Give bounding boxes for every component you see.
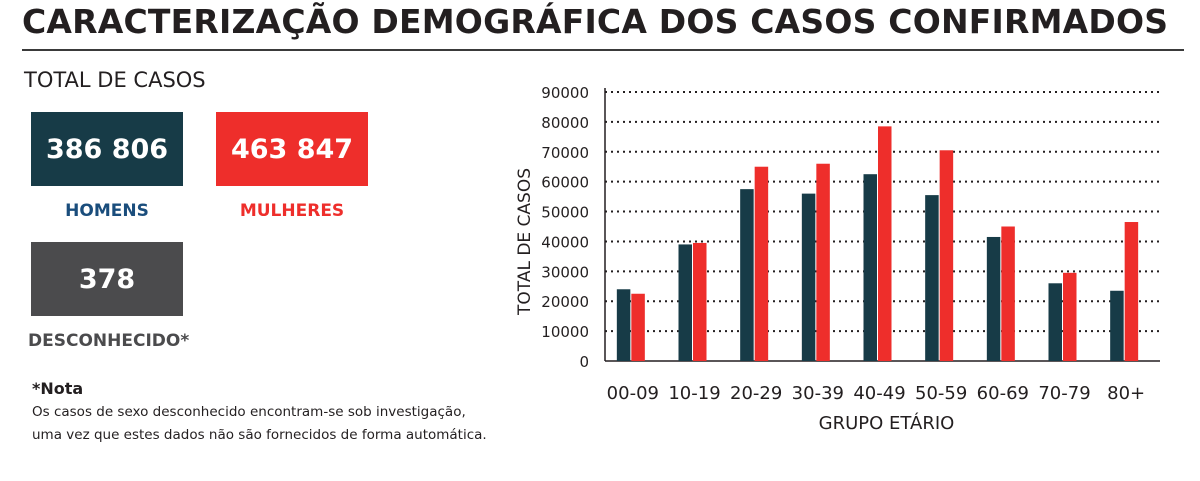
age-group-bar-chart: 0 10000 20000 30000 40000 50000 60000 70000 8000… [515, 84, 1160, 434]
y-tick-label: 10000 [541, 323, 589, 341]
x-tick-label: 30-39 [792, 383, 844, 404]
x-tick-label: 20-29 [730, 383, 782, 404]
y-tick-label: 40000 [541, 233, 589, 251]
title-divider [22, 49, 1184, 51]
x-tick-label: 60-69 [977, 383, 1029, 404]
men-label: HOMENS [65, 201, 149, 221]
note-line-1: Os casos de sexo desconhecido encontram-… [32, 404, 466, 420]
page-title: CARACTERIZAÇÃO DEMOGRÁFICA DOS CASOS CON… [22, 2, 1169, 41]
bar-men [1110, 290, 1124, 361]
men-total-value: 386 806 [45, 133, 169, 165]
men-total-box: 386 806 [31, 112, 183, 186]
bar-men [986, 236, 1001, 361]
bar-men [678, 244, 692, 361]
x-tick-label: 10-19 [668, 383, 720, 404]
bar-women [1063, 272, 1077, 361]
bar-men [740, 189, 754, 361]
bar-women [939, 150, 954, 361]
total-cases-label: TOTAL DE CASOS [24, 68, 206, 92]
y-axis-title: TOTAL DE CASOS [515, 168, 535, 316]
unknown-label: DESCONHECIDO* [28, 331, 190, 351]
unknown-total-box: 378 [31, 242, 183, 316]
bar-women [1124, 222, 1139, 361]
y-tick-label: 20000 [541, 293, 589, 311]
women-label: MULHERES [239, 201, 345, 221]
y-tick-label: 30000 [541, 263, 589, 281]
y-tick-label: 80000 [541, 114, 589, 132]
y-tick-label: 50000 [541, 204, 589, 222]
bar-women [878, 126, 892, 361]
bar-men [925, 195, 939, 361]
bar-women [1001, 226, 1015, 361]
note-line-2: uma vez que estes dados não são fornecid… [32, 427, 487, 443]
bar-women [693, 242, 707, 361]
bar-men [801, 193, 816, 361]
y-tick-label: 60000 [541, 174, 589, 192]
x-tick-label: 80+ [1107, 383, 1145, 404]
bar-women [631, 293, 645, 361]
x-tick-label: 00-09 [607, 383, 659, 404]
y-tick-label: 90000 [541, 84, 589, 102]
note-title: *Nota [32, 379, 84, 398]
x-tick-label: 40-49 [853, 383, 905, 404]
unknown-total-value: 378 [78, 263, 136, 295]
bar-women [754, 166, 769, 361]
y-tick-label: 0 [579, 353, 589, 371]
bar-men [616, 289, 631, 361]
x-tick-label: 70-79 [1038, 383, 1090, 404]
bar-women [816, 163, 830, 361]
y-tick-label: 70000 [541, 144, 589, 162]
women-total-value: 463 847 [230, 133, 354, 165]
x-tick-label: 50-59 [915, 383, 967, 404]
bar-men [863, 174, 877, 361]
women-total-box: 463 847 [216, 112, 368, 186]
bar-men [1048, 283, 1062, 361]
x-axis-title: GRUPO ETÁRIO [819, 412, 955, 434]
